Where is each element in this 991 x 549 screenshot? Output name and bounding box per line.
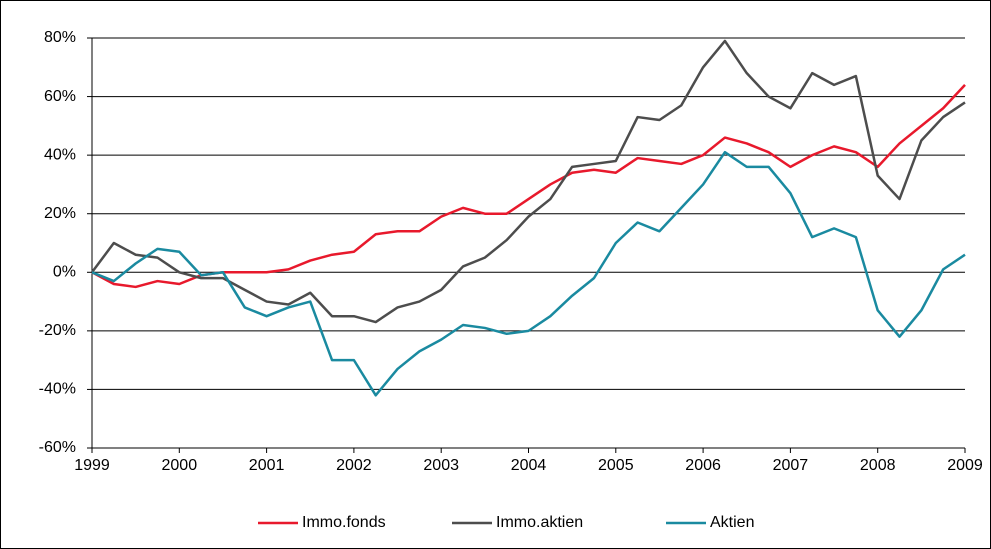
y-tick-label: 60% [44,88,76,105]
x-tick-label: 2003 [423,457,459,474]
y-tick-label: -40% [39,381,76,398]
y-tick-label: 20% [44,205,76,222]
y-tick-label: 80% [44,29,76,46]
y-tick-label: 40% [44,146,76,163]
x-tick-label: 2001 [249,457,285,474]
x-tick-label: 2005 [598,457,634,474]
legend-label: Immo.fonds [302,514,386,531]
x-tick-label: 2002 [336,457,372,474]
data-line [90,39,966,324]
y-tick-label: -20% [39,322,76,339]
legend-label: Immo.aktien [496,514,583,531]
x-tick-label: 1999 [74,457,110,474]
x-tick-label: 2000 [162,457,198,474]
data-line [91,150,966,397]
x-tick-label: 2004 [511,457,547,474]
legend-label: Aktien [710,514,754,531]
y-tick-label: -60% [39,439,76,456]
data-line [91,84,966,289]
y-tick-label: 0% [53,264,76,281]
x-tick-label: 2006 [685,457,721,474]
x-tick-label: 2009 [947,457,983,474]
x-tick-label: 2007 [773,457,809,474]
x-tick-label: 2008 [860,457,896,474]
